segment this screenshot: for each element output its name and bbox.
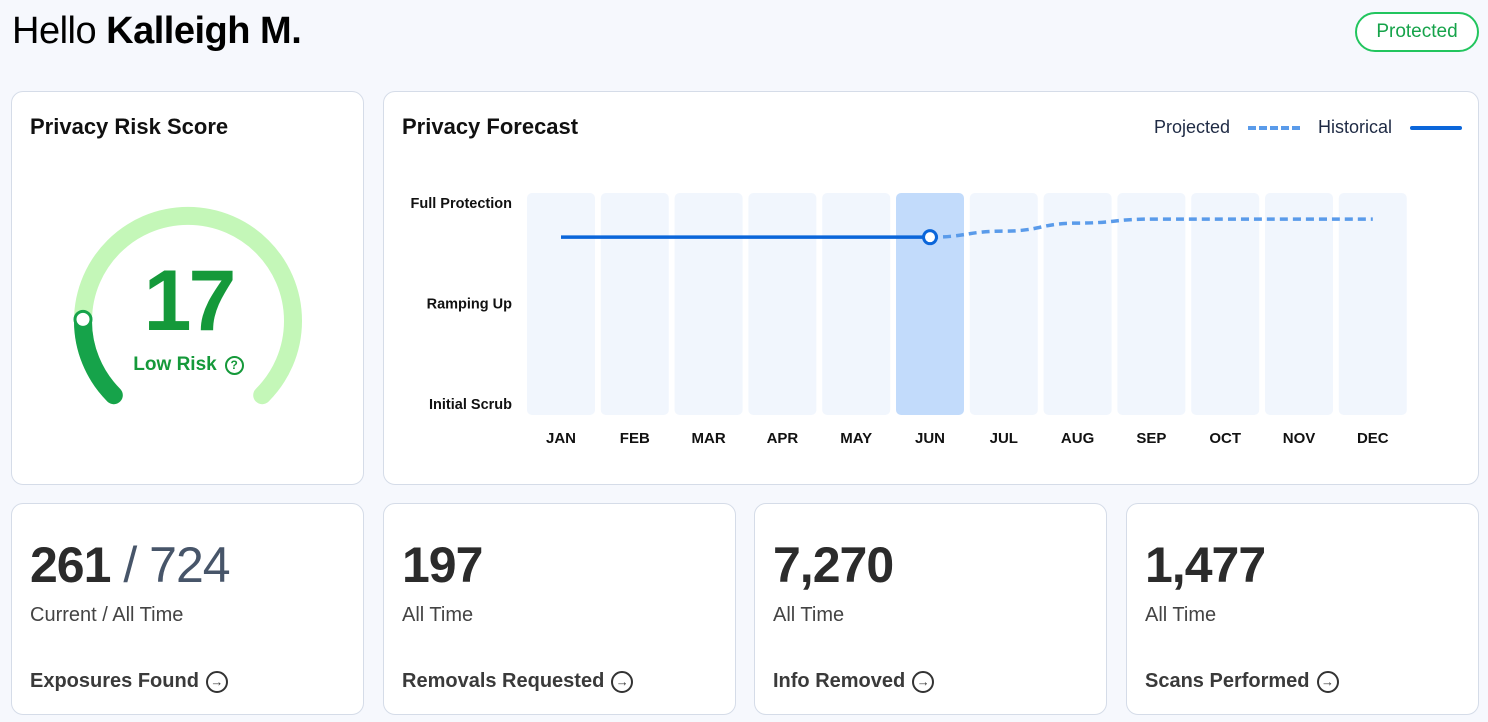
link-label: Removals Requested: [402, 670, 605, 692]
privacy-forecast-card: Privacy Forecast Projected Historical JA…: [383, 91, 1479, 485]
stat-subtitle: All Time: [1145, 604, 1217, 626]
solid-line-swatch: [1410, 125, 1462, 130]
stat-card-exposures: 261 / 724 Current / All Time Exposures F…: [11, 503, 364, 715]
month-column-mar: [674, 193, 743, 415]
arrow-right-circle-icon: →: [205, 670, 228, 693]
risk-gauge: [73, 206, 302, 405]
forecast-card-title: Privacy Forecast: [402, 114, 579, 139]
stat-subtitle: Current / All Time: [30, 604, 184, 626]
chart-legend: Projected Historical: [1154, 117, 1462, 138]
stat-subtitle: All Time: [402, 604, 474, 626]
stat-card-info-removed: 7,270 All Time Info Removed →: [754, 503, 1107, 715]
stat-total: 724: [149, 537, 230, 593]
stat-value: 261 / 724: [30, 536, 231, 594]
removals-requested-link[interactable]: Removals Requested →: [402, 670, 634, 693]
x-tick-label: JUN: [915, 430, 945, 447]
gauge-knob: [73, 309, 93, 329]
legend-projected: Projected: [1154, 117, 1318, 138]
month-column-apr: [748, 193, 817, 415]
x-tick-label: SEP: [1136, 430, 1166, 447]
link-label: Info Removed: [773, 670, 906, 692]
question-circle-icon[interactable]: ?: [224, 355, 244, 375]
dashed-line-swatch: [1247, 125, 1300, 130]
x-tick-label: APR: [767, 430, 799, 447]
month-column-sep: [1117, 193, 1186, 415]
stat-separator: /: [123, 537, 137, 593]
stat-subtitle: All Time: [773, 604, 845, 626]
stat-value: 197: [402, 537, 483, 593]
month-column-jul: [969, 193, 1038, 415]
info-removed-link[interactable]: Info Removed →: [773, 670, 935, 693]
month-column-dec: [1338, 193, 1407, 415]
risk-level: Low Risk ?: [12, 354, 365, 376]
x-tick-label: OCT: [1209, 430, 1241, 447]
link-label: Exposures Found: [30, 670, 199, 692]
x-tick-label: AUG: [1061, 430, 1094, 447]
scans-performed-link[interactable]: Scans Performed →: [1145, 670, 1339, 693]
month-column-jun: [896, 193, 964, 415]
stat-current: 261: [30, 537, 111, 593]
exposures-found-link[interactable]: Exposures Found →: [30, 670, 228, 693]
month-column-feb: [600, 193, 669, 415]
stat-value: 1,477: [1145, 537, 1266, 593]
greeting-heading: Hello Kalleigh M.: [12, 10, 302, 53]
x-tick-label: DEC: [1357, 430, 1389, 447]
legend-historical: Historical: [1318, 117, 1462, 138]
privacy-risk-card: Privacy Risk Score 17 Low Risk ?: [11, 91, 364, 485]
x-tick-label: FEB: [620, 430, 650, 447]
current-month-point: [922, 229, 938, 246]
x-tick-label: JUL: [990, 430, 1018, 447]
series-line-projected: [929, 217, 1373, 239]
risk-card-title: Privacy Risk Score: [30, 114, 229, 139]
y-level-label: Full Protection: [411, 196, 513, 212]
x-tick-label: JAN: [546, 430, 576, 447]
x-tick-label: MAR: [692, 430, 726, 447]
x-tick-label: NOV: [1283, 430, 1316, 447]
legend-projected-label: Projected: [1153, 117, 1230, 137]
arrow-right-circle-icon: →: [1316, 670, 1339, 693]
forecast-chart: JAN FEB MAR APR MAY JUN JUL AUG SEP OCT NOV DEC Init…: [411, 193, 1407, 447]
user-name: Kalleigh M.: [106, 10, 302, 52]
y-level-label: Ramping Up: [427, 297, 513, 313]
link-label: Scans Performed: [1145, 670, 1310, 692]
y-level-label: Initial Scrub: [429, 397, 512, 413]
stat-value: 7,270: [773, 537, 894, 593]
x-tick-label: MAY: [840, 430, 872, 447]
risk-score-value: 17: [143, 253, 237, 349]
greeting-text: Hello: [12, 10, 97, 52]
arrow-right-circle-icon: →: [912, 670, 935, 693]
arrow-right-circle-icon: →: [611, 670, 634, 693]
month-column-jan: [527, 193, 595, 415]
month-column-oct: [1191, 193, 1260, 415]
stat-card-scans: 1,477 All Time Scans Performed →: [1126, 503, 1479, 715]
stat-card-removals: 197 All Time Removals Requested →: [383, 503, 736, 715]
legend-historical-label: Historical: [1317, 117, 1392, 137]
risk-level-label: Low Risk: [133, 354, 217, 375]
month-column-nov: [1265, 193, 1333, 415]
month-column-aug: [1043, 193, 1112, 415]
month-column-may: [822, 193, 891, 415]
status-badge: Protected: [1355, 12, 1479, 52]
